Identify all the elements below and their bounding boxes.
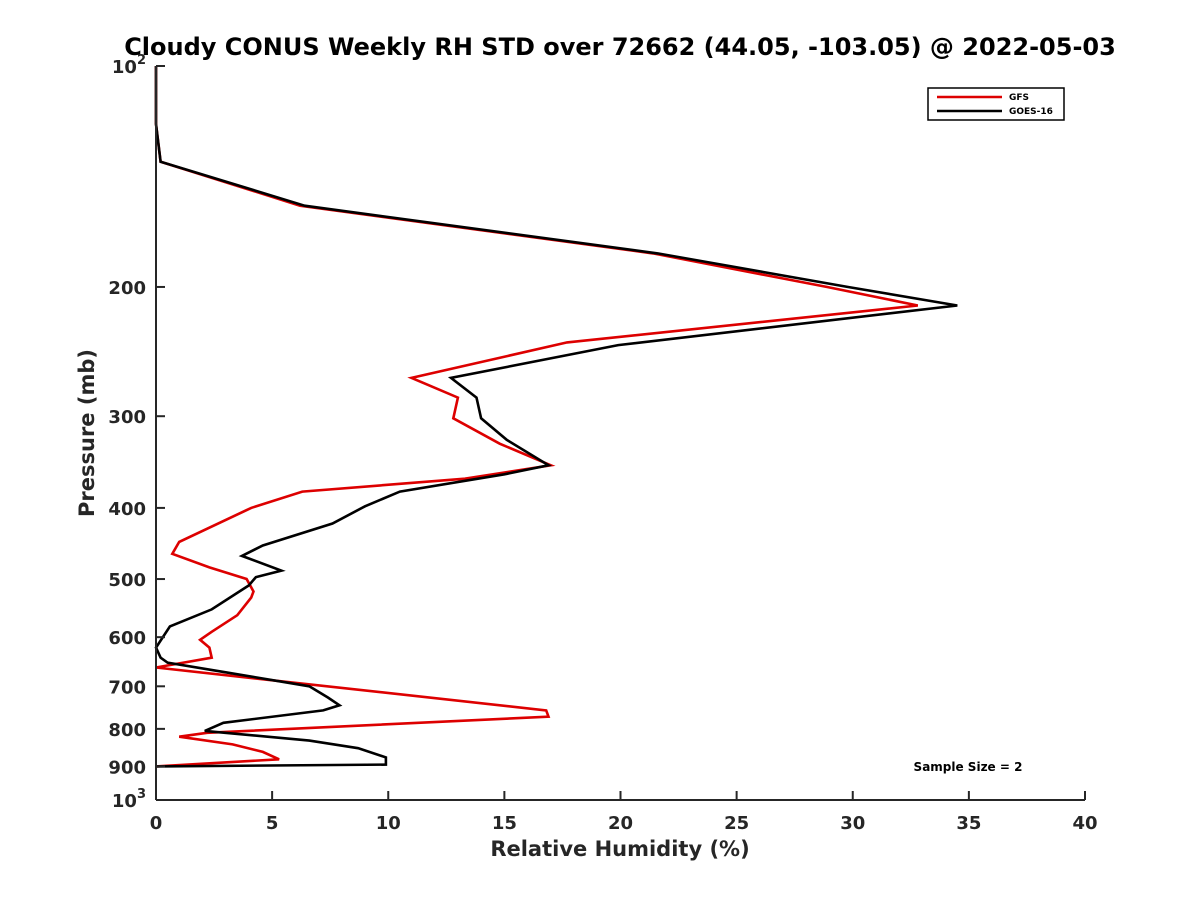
y-tick-label: 600 [108, 628, 146, 649]
x-tick-label: 15 [492, 813, 517, 834]
series-line-gfs [154, 66, 919, 768]
y-tick-label: 500 [108, 570, 146, 591]
x-tick-label: 20 [608, 813, 633, 834]
y-tick-label: 800 [108, 720, 146, 741]
axes-layer: 0 5 10 15 20 25 30 35 40 102 200 300 400 500 600 700 800… [108, 53, 1097, 834]
legend-label: GFS [1009, 93, 1029, 103]
x-tick-label: 25 [724, 813, 749, 834]
y-tick-label: 700 [108, 677, 146, 698]
legend-box [927, 87, 1065, 121]
x-tick-label: 40 [1072, 813, 1097, 834]
y-tick-label: 300 [108, 407, 146, 428]
chart-title: Cloudy CONUS Weekly RH STD over 72662 (4… [124, 33, 1116, 61]
x-tick-label: 10 [376, 813, 401, 834]
x-tick-label: 35 [956, 813, 981, 834]
y-tick-label: 200 [108, 278, 146, 299]
legend: GFS GOES-16 [927, 87, 1065, 121]
legend-label: GOES-16 [1009, 107, 1053, 117]
y-tick-label: 102 [112, 53, 146, 78]
y-tick-label: 900 [108, 757, 146, 778]
sample-size-annotation: Sample Size = 2 [914, 760, 1023, 774]
series-layer [154, 66, 958, 768]
x-tick-label: 0 [150, 813, 163, 834]
plot-area [156, 66, 1085, 800]
y-tick-label: 103 [112, 787, 146, 812]
x-tick-label: 30 [840, 813, 865, 834]
y-tick-label: 400 [108, 499, 146, 520]
x-axis-label: Relative Humidity (%) [490, 837, 749, 861]
x-tick-label: 5 [266, 813, 279, 834]
series-line-goes-16 [154, 66, 958, 768]
y-axis-label: Pressure (mb) [75, 349, 99, 517]
